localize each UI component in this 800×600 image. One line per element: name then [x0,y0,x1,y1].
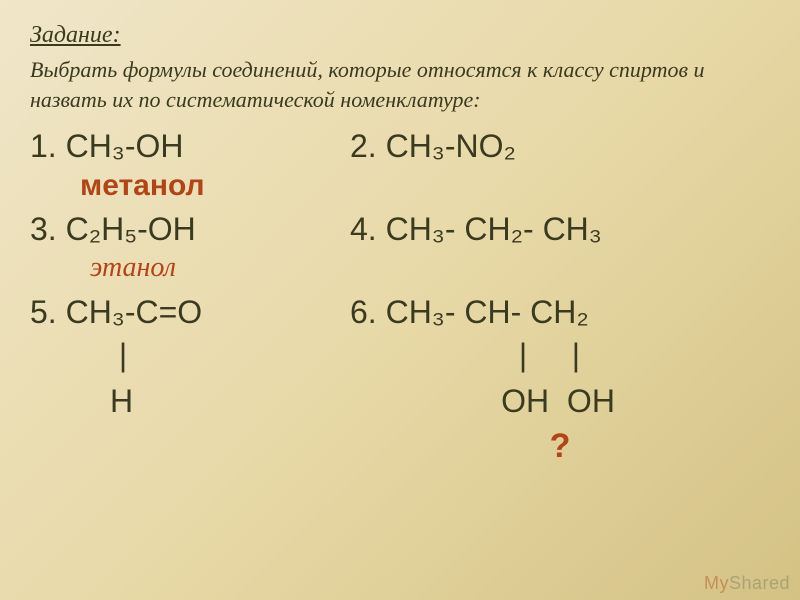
bond-row: | | | [30,335,770,377]
atom-right: OH OH [350,381,770,423]
label-methanol: метанол [30,169,770,203]
formula-5: 5. CH₃-C=O [30,294,350,331]
slide-content: Задание: Выбрать формулы соединений, кот… [0,0,800,466]
bond-right: | | [350,335,770,377]
question-mark: ? [30,427,770,466]
formula-row-1: 1. CH₃-OH 2. CH₃-NO₂ [30,128,770,165]
label-ethanol: этанол [30,252,770,284]
formula-row-3: 5. CH₃-C=O 6. CH₃- CH- CH₂ [30,294,770,331]
formula-row-2: 3. C₂H₅-OH 4. CH₃- CH₂- CH₃ [30,211,770,248]
formula-6: 6. CH₃- CH- CH₂ [350,294,770,331]
task-instruction: Выбрать формулы соединений, которые отно… [30,55,770,114]
formula-1: 1. CH₃-OH [30,128,350,165]
formula-2: 2. CH₃-NO₂ [350,128,770,165]
formula-3: 3. C₂H₅-OH [30,211,350,248]
bond-left: | [30,335,350,377]
atom-row: H OH OH [30,381,770,423]
task-heading: Задание: [30,22,770,49]
formula-4: 4. CH₃- CH₂- CH₃ [350,211,770,248]
watermark-shared: Shared [729,573,790,593]
watermark-my: My [704,573,729,593]
watermark: MyShared [704,573,790,594]
atom-left: H [30,381,350,423]
